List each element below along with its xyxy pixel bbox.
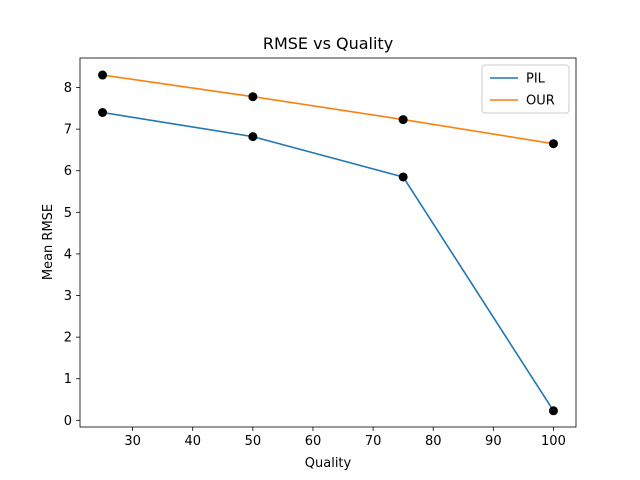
x-axis-title: Quality (305, 456, 352, 471)
legend: PIL OUR (481, 64, 570, 114)
x-tick-label: 40 (184, 434, 201, 449)
data-point-our (248, 92, 258, 102)
legend-label-our: OUR (526, 94, 555, 109)
y-tick-label: 6 (64, 164, 72, 179)
x-tick-label: 100 (541, 434, 566, 449)
legend-box (481, 64, 570, 114)
data-point-pil (248, 132, 258, 142)
y-tick-label: 5 (64, 206, 72, 221)
y-axis-title: Mean RMSE (41, 204, 56, 280)
y-tick-label: 1 (64, 372, 72, 387)
y-tick-label: 3 (64, 289, 72, 304)
x-tick-label: 30 (124, 434, 141, 449)
x-tick-label: 70 (365, 434, 382, 449)
y-tick-label: 0 (64, 414, 72, 429)
legend-label-pil: PIL (526, 72, 546, 87)
x-tick-label: 50 (245, 434, 262, 449)
x-tick-label: 80 (425, 434, 442, 449)
chart-title: RMSE vs Quality (263, 34, 393, 53)
data-point-our (548, 139, 558, 149)
x-tick-label: 60 (305, 434, 322, 449)
data-point-pil (398, 172, 408, 182)
plot-area: 30 40 50 60 70 80 90 100 0 1 2 3 4 5 6 7 8 (64, 57, 577, 449)
y-tick-label: 2 (64, 331, 72, 346)
x-tick-label: 90 (485, 434, 502, 449)
y-tick-label: 7 (64, 123, 72, 138)
plot-frame (79, 57, 577, 428)
data-point-pil (98, 107, 108, 117)
data-point-our (398, 115, 408, 125)
series-line-our (101, 74, 555, 145)
y-tick-label: 4 (64, 247, 72, 262)
data-point-our (98, 70, 108, 80)
y-tick-label: 8 (64, 81, 72, 96)
data-point-pil (548, 406, 558, 416)
series-line-pil (101, 111, 555, 412)
